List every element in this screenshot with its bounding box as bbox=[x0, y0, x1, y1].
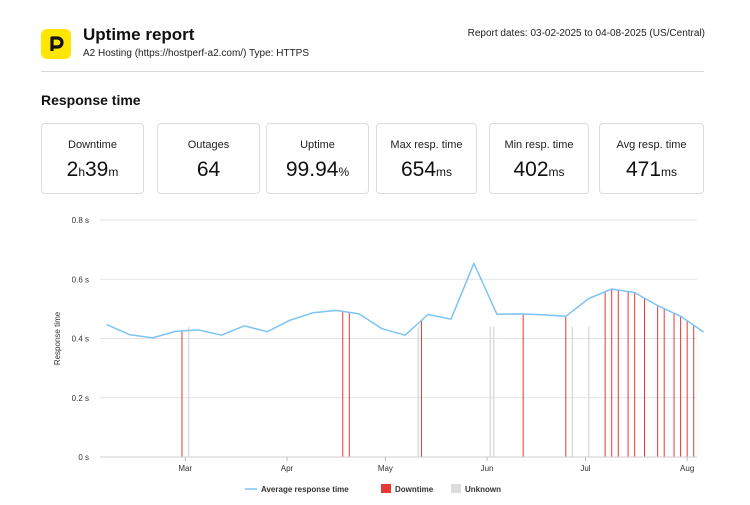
y-axis-title: Response time bbox=[53, 311, 62, 365]
x-tick-label: Apr bbox=[281, 464, 294, 473]
header-divider bbox=[41, 71, 704, 72]
downtime-minutes-unit: m bbox=[108, 165, 119, 179]
avg-resp-card: Avg resp. time 471ms bbox=[599, 123, 704, 194]
x-tick-label: Aug bbox=[680, 464, 694, 473]
page-title: Uptime report bbox=[83, 25, 195, 44]
uptime-value: 99.94% bbox=[267, 158, 368, 182]
legend-label: Unknown bbox=[465, 485, 501, 494]
downtime-card: Downtime 2h39m bbox=[41, 123, 144, 194]
avg-resp-unit: ms bbox=[661, 165, 678, 179]
uptime-label: Uptime bbox=[300, 139, 335, 151]
downtime-hours-unit: h bbox=[78, 165, 85, 179]
downtime-value: 2h39m bbox=[42, 158, 143, 182]
legend-swatch-unknown bbox=[451, 484, 461, 493]
legend-label: Downtime bbox=[395, 485, 434, 494]
p-logo-icon bbox=[41, 29, 71, 59]
min-resp-value: 402ms bbox=[490, 158, 588, 182]
uptime-unit: % bbox=[338, 165, 350, 179]
section-title: Response time bbox=[41, 92, 141, 108]
monitor-subtitle: A2 Hosting (https://hostperf-a2.com/) Ty… bbox=[83, 48, 310, 59]
y-tick-label: 0.6 s bbox=[72, 275, 89, 284]
x-tick-label: Jul bbox=[580, 464, 590, 473]
avg-resp-number: 471 bbox=[625, 158, 662, 181]
max-resp-card: Max resp. time 654ms bbox=[376, 123, 477, 194]
min-resp-card: Min resp. time 402ms bbox=[489, 123, 589, 194]
response-time-chart: 0 s 0.2 s 0.4 s 0.6 s 0.8 s Response time Mar A… bbox=[53, 216, 705, 494]
downtime-label: Downtime bbox=[68, 139, 117, 151]
y-tick-label: 0.8 s bbox=[72, 216, 89, 225]
y-tick-label: 0.2 s bbox=[72, 394, 89, 403]
report-dates: Report dates: 03-02-2025 to 04-08-2025 (… bbox=[467, 28, 705, 39]
avg-resp-label: Avg resp. time bbox=[616, 139, 687, 151]
min-resp-label: Min resp. time bbox=[504, 139, 574, 151]
x-tick-label: May bbox=[378, 464, 393, 473]
min-resp-number: 402 bbox=[513, 158, 549, 181]
max-resp-number: 654 bbox=[400, 158, 437, 181]
x-tick-label: Jun bbox=[481, 464, 494, 473]
max-resp-label: Max resp. time bbox=[390, 139, 463, 151]
legend-swatch-downtime bbox=[381, 484, 391, 493]
uptime-number: 99.94 bbox=[285, 158, 339, 181]
uptime-card: Uptime 99.94% bbox=[266, 123, 369, 194]
average-response-time-line bbox=[106, 262, 705, 339]
x-tick-label: Mar bbox=[178, 464, 192, 473]
max-resp-value: 654ms bbox=[377, 158, 476, 182]
avg-resp-value: 471ms bbox=[600, 158, 703, 182]
legend-label: Average response time bbox=[261, 485, 349, 494]
outages-value: 64 bbox=[196, 158, 221, 181]
y-tick-label: 0 s bbox=[78, 453, 89, 462]
max-resp-unit: ms bbox=[436, 165, 453, 179]
downtime-minutes: 39 bbox=[85, 158, 109, 181]
outages-label: Outages bbox=[187, 139, 230, 151]
downtime-hours: 2 bbox=[66, 158, 79, 181]
outages-card: Outages 64 bbox=[157, 123, 260, 194]
min-resp-unit: ms bbox=[548, 165, 565, 179]
y-tick-label: 0.4 s bbox=[72, 335, 89, 344]
